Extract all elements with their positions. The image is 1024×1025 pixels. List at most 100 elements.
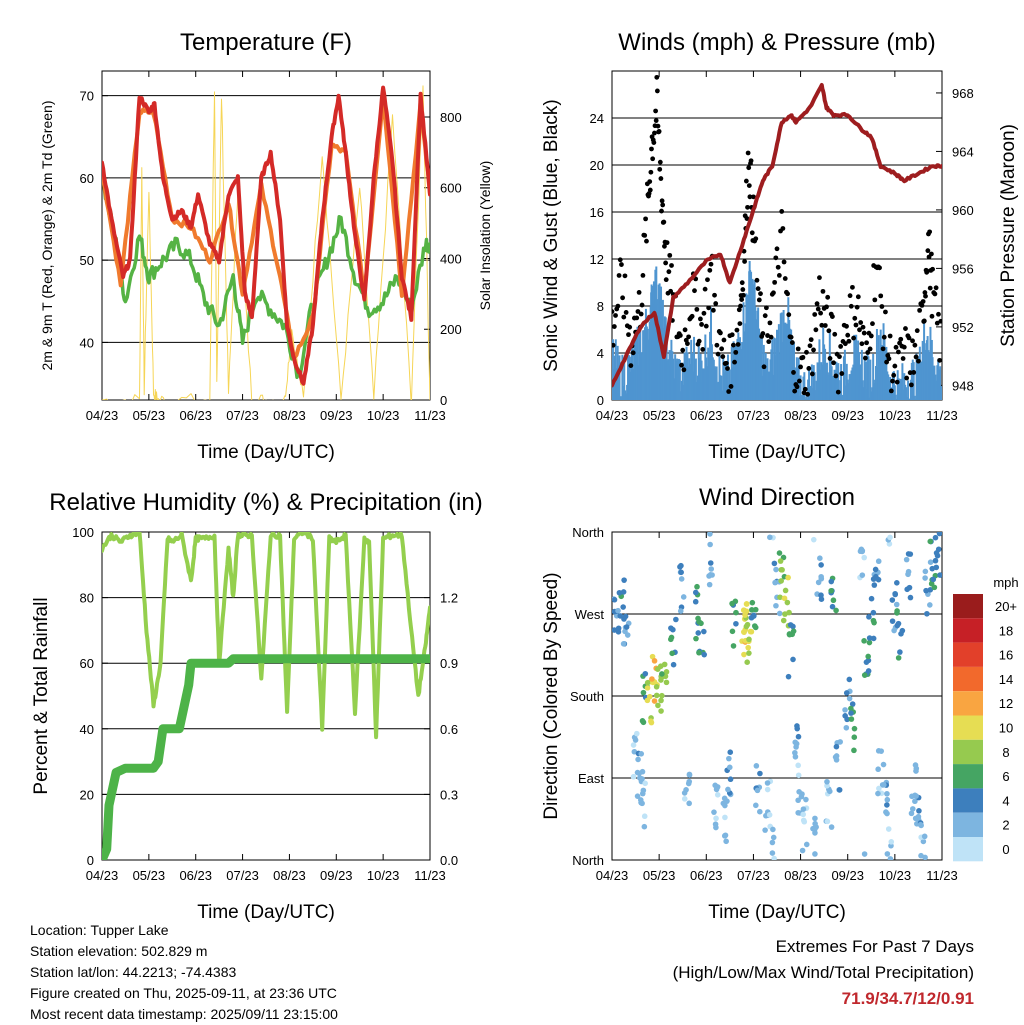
direction-point: [870, 609, 877, 616]
chart-title: Winds (mph) & Pressure (mb): [618, 29, 935, 56]
gust-point: [667, 252, 673, 258]
gust-point: [745, 204, 750, 210]
gust-point: [754, 277, 760, 283]
x-tick-label: 05/23: [643, 868, 676, 883]
legend-swatch: [953, 739, 983, 765]
gust-point: [740, 287, 746, 292]
x-tick-label: 09/23: [831, 408, 864, 423]
gust-point: [627, 324, 633, 330]
gust-point: [642, 233, 648, 238]
direction-point: [848, 710, 854, 716]
gust-point: [737, 321, 743, 326]
direction-point: [740, 629, 747, 635]
direction-point: [842, 707, 848, 713]
y2-tick-label: 0: [440, 393, 447, 408]
gust-point: [895, 349, 901, 355]
latlon-text: Station lat/lon: 44.2213; -74.4383: [30, 964, 237, 980]
x-tick-label: 09/23: [831, 868, 864, 883]
gust-point: [616, 273, 622, 278]
gust-point: [666, 269, 672, 275]
gust-point: [888, 388, 894, 394]
direction-point: [680, 594, 687, 600]
y-tick-label: North: [572, 525, 604, 540]
direction-point: [620, 640, 627, 647]
gust-point: [835, 389, 841, 395]
y2-tick-label: 600: [440, 181, 462, 196]
x-tick-label: 06/23: [179, 868, 212, 883]
direction-point: [778, 578, 784, 584]
gust-point: [661, 219, 667, 225]
direction-point: [727, 749, 734, 756]
plot-area: [612, 74, 942, 400]
created-text: Figure created on Thu, 2025-09-11, at 23…: [30, 985, 337, 1001]
direction-point: [670, 661, 677, 668]
y-tick-label: 60: [80, 656, 94, 671]
direction-point: [798, 793, 805, 800]
direction-point: [833, 607, 839, 614]
direction-point: [837, 739, 843, 745]
gust-point: [794, 384, 800, 390]
gust-point: [721, 337, 727, 343]
gust-point: [838, 344, 844, 349]
direction-point: [861, 851, 868, 857]
direction-point: [746, 636, 752, 643]
direction-point: [799, 847, 806, 854]
direction-point: [773, 602, 779, 609]
direction-point: [694, 583, 700, 590]
direction-point: [875, 558, 882, 565]
direction-point: [861, 554, 868, 561]
y-tick-label: 80: [80, 591, 94, 606]
gust-point: [773, 255, 779, 261]
direction-point: [634, 793, 641, 799]
direction-point: [887, 856, 894, 860]
direction-point: [713, 824, 719, 831]
gust-point: [855, 294, 861, 300]
direction-point: [828, 587, 834, 594]
gust-point: [907, 370, 913, 376]
direction-point: [830, 597, 837, 604]
y-tick-label: 50: [80, 253, 94, 268]
direction-point: [681, 796, 688, 802]
direction-point: [616, 589, 623, 596]
y-tick-label: 0: [87, 853, 94, 868]
x-tick-label: 11/23: [926, 868, 958, 883]
direction-point: [884, 802, 890, 808]
gust-point: [660, 202, 666, 208]
gust-point: [741, 292, 746, 298]
direction-point: [868, 595, 875, 602]
direction-point: [935, 546, 942, 553]
direction-point: [714, 792, 721, 798]
gust-point: [937, 357, 942, 363]
direction-point: [651, 698, 658, 704]
direction-point: [792, 753, 799, 760]
gust-point: [657, 166, 663, 172]
direction-point: [777, 594, 783, 601]
direction-point: [824, 818, 831, 825]
direction-point: [730, 643, 737, 649]
gust-point: [919, 302, 925, 308]
x-axis-label: Time (Day/UTC): [197, 902, 335, 923]
gust-point: [714, 342, 720, 348]
y-tick-label: West: [575, 607, 605, 622]
pressure-series: [612, 83, 942, 388]
gust-point: [653, 108, 659, 114]
gust-point: [845, 332, 851, 338]
direction-point: [677, 608, 684, 614]
direction-point: [636, 770, 642, 777]
legend-swatch: [953, 666, 983, 692]
gust-point: [808, 337, 814, 343]
direction-point: [693, 635, 699, 642]
x-tick-label: 07/23: [737, 868, 770, 883]
direction-point: [615, 625, 622, 632]
direction-point: [622, 613, 629, 620]
gust-point: [681, 367, 687, 373]
direction-point: [744, 659, 750, 666]
gust-point: [932, 291, 938, 297]
gust-point: [878, 293, 884, 299]
direction-point: [824, 778, 830, 785]
gust-point: [733, 349, 739, 355]
gust-point: [760, 331, 766, 336]
direction-point: [833, 753, 840, 759]
direction-point: [721, 795, 728, 802]
gust-point: [699, 322, 704, 327]
